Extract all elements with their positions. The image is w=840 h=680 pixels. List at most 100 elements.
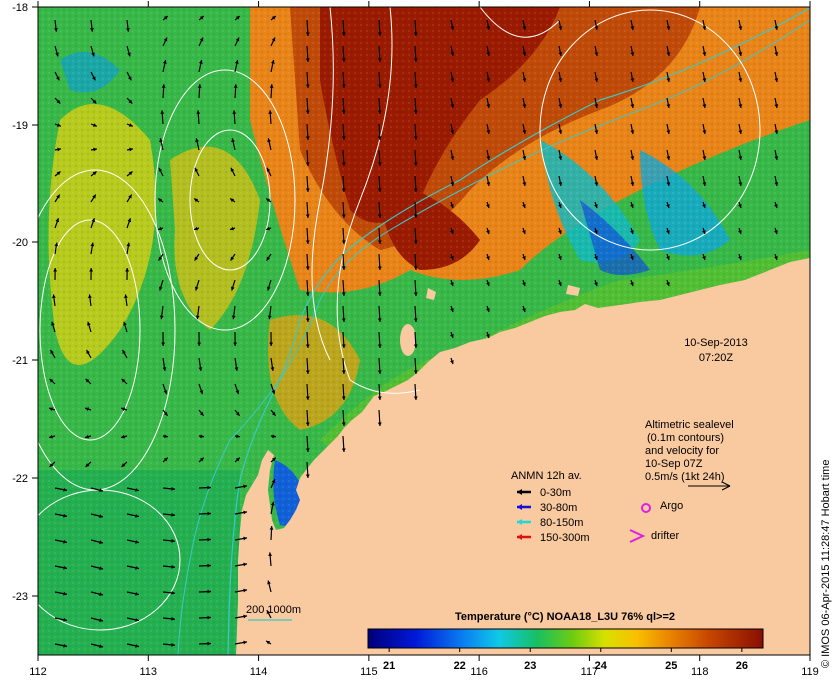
velocity-arrowhead [198,367,203,371]
velocity-arrowhead [341,396,346,400]
anmn-legend-label: 80-150m [540,517,583,529]
velocity-arrowhead [127,218,132,223]
velocity-arrowhead [271,16,276,20]
velocity-arrowhead [305,318,310,322]
velocity-arrowhead [738,230,742,234]
velocity-arrowhead [413,188,418,192]
velocity-arrowhead [486,182,491,186]
velocity-arrowhead [594,156,599,160]
velocity-arrowhead [85,378,90,383]
velocity-arrowhead [90,242,95,247]
velocity-arrowhead [235,16,240,20]
velocity-arrowhead [377,396,382,400]
velocity-arrowhead [63,591,67,596]
anmn-legend-label: 0-30m [540,487,571,499]
velocity-arrowhead [230,167,235,172]
velocity-arrowhead [121,463,126,467]
velocity-arrowhead [135,487,139,492]
velocity-arrowhead [63,539,67,544]
velocity-arrowhead [377,188,382,192]
velocity-arrowhead [341,344,346,348]
velocity-arrowhead [630,104,635,108]
velocity-arrowhead [207,641,211,646]
velocity-arrowhead [341,292,346,296]
velocity-arrowhead [450,130,455,134]
velocity-arrowhead [207,511,211,516]
velocity-arrowhead [266,610,271,615]
velocity-arrowhead [99,514,103,519]
velocity-arrowhead [305,214,310,218]
velocity-arrowhead [55,76,60,81]
altimetry-line: 0.5m/s (1kt 24h) [645,471,724,483]
velocity-arrowhead [377,266,382,270]
velocity-arrowhead [230,198,235,203]
velocity-arrowhead [127,76,132,81]
velocity-arrowhead [486,282,490,286]
longitude-axis: 112 113 114 115 116 117 118 119 [29,1,819,678]
velocity-arrowhead [486,78,491,82]
velocity-arrowhead [522,78,527,82]
velocity-arrowhead [666,104,671,108]
velocity-arrowhead [129,147,133,152]
velocity-arrowhead [164,434,168,439]
velocity-arrowhead [413,266,418,270]
velocity-arrowhead [269,526,274,530]
velocity-arrowhead [162,367,167,371]
velocity-arrowhead [522,52,527,56]
velocity-arrowhead [197,342,202,346]
velocity-arrowhead [774,156,779,160]
velocity-arrowhead [234,60,239,64]
lat-tick-label: -21 [12,355,28,367]
velocity-arrowhead [91,218,96,223]
velocity-arrowhead [558,104,563,108]
velocity-arrowhead [305,422,310,426]
velocity-arrowhead [56,171,61,176]
velocity-arrowhead [594,230,598,234]
velocity-arrowhead [88,294,92,299]
velocity-arrowhead [163,37,168,42]
velocity-arrowhead [486,26,491,30]
velocity-arrowhead [305,292,310,296]
lon-tick-label: 114 [250,666,268,678]
velocity-arrowhead [486,52,491,56]
velocity-arrowhead [199,37,204,42]
anmn-legend-arrowhead [517,519,522,525]
velocity-arrowhead [666,26,671,30]
velocity-arrowhead [702,104,707,108]
velocity-arrowhead [171,486,175,491]
velocity-arrowhead [63,617,67,622]
velocity-arrowhead [377,318,382,322]
marker-legend: Argo drifter [629,500,683,543]
velocity-arrowhead [702,256,706,260]
velocity-arrowhead [450,78,455,82]
velocity-arrowhead [377,32,382,36]
velocity-arrowhead [86,349,90,354]
velocity-arrowhead [774,52,779,56]
velocity-arrowhead [230,286,235,291]
credit-text: © IMOS 06-Apr-2015 11:28:47 Hobart time [820,460,832,668]
velocity-arrowhead [450,308,454,312]
lat-tick-label: -18 [12,2,28,14]
velocity-arrowhead [128,194,132,199]
velocity-arrowhead [450,52,455,56]
velocity-arrowhead [341,110,346,114]
velocity-arrowhead [267,315,272,320]
velocity-arrowhead [630,156,635,160]
velocity-arrowhead [630,52,635,56]
velocity-arrowhead [558,52,563,56]
velocity-arrowhead [235,37,240,42]
anmn-legend: ANMN 12h av. 0-30m 30-80m 80-150m 150-300m [511,470,590,544]
velocity-arrowhead [243,614,247,619]
velocity-arrowhead [413,110,418,114]
isobath-1000m [177,19,810,655]
timestamp-date: 10-Sep-2013 [684,337,748,349]
velocity-arrowhead [92,194,96,199]
velocity-arrowhead [450,230,454,234]
velocity-arrowhead [305,136,310,140]
velocity-arrowhead [91,52,95,57]
velocity-arrowhead [163,390,168,395]
velocity-arrowhead [93,147,97,152]
anmn-legend-arrowhead [517,504,522,510]
colorbar-tick-label: 26 [736,660,748,672]
